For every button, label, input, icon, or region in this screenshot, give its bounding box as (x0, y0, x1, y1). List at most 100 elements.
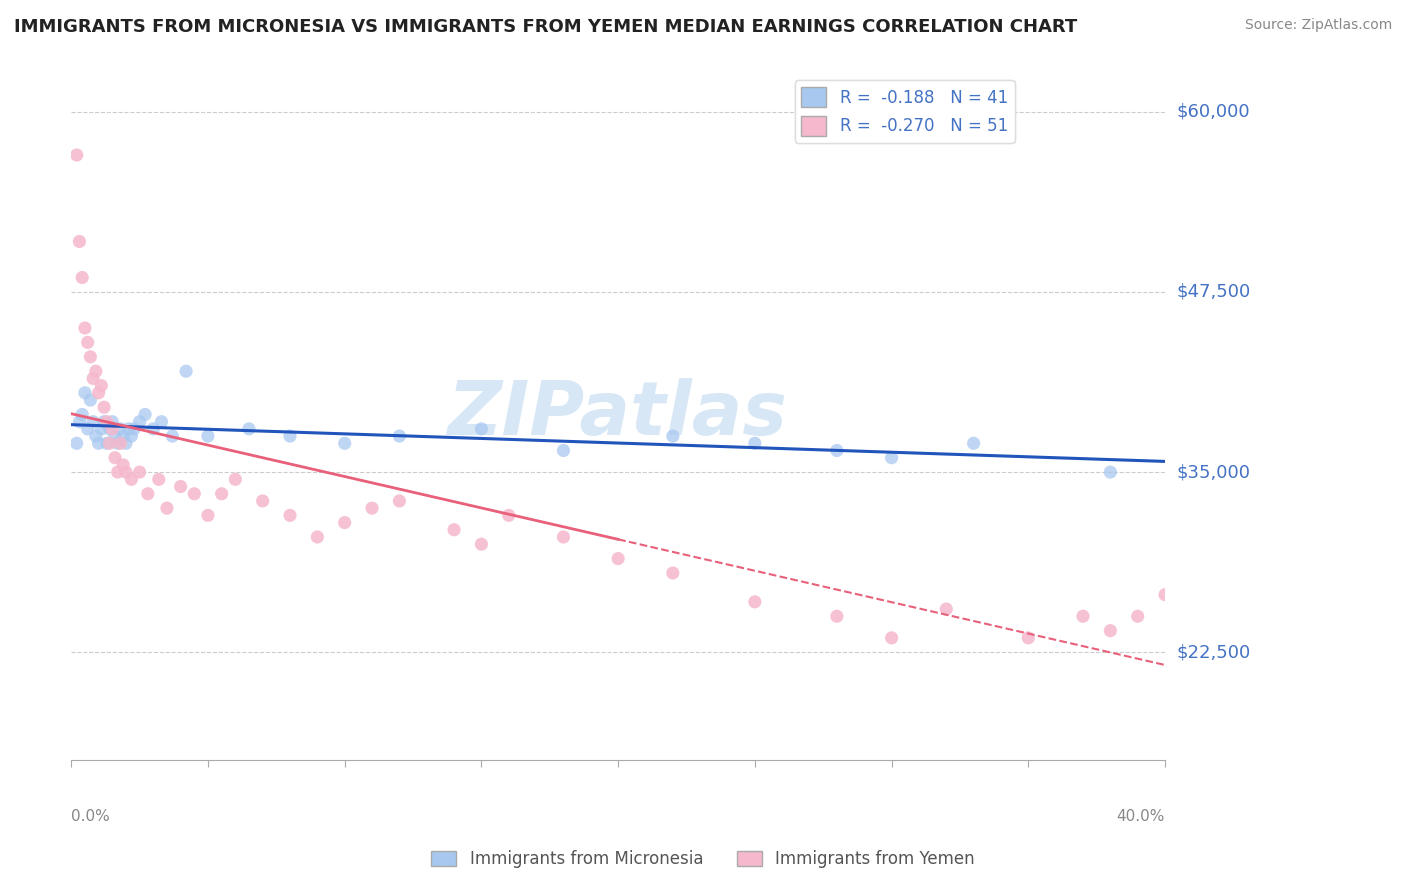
Point (388, 429, 411, 443)
Point (1071, 609, 1094, 624)
Point (662, 429, 685, 443)
Point (553, 443, 575, 458)
Point (136, 487, 159, 501)
Point (498, 508, 520, 523)
Point (84, 429, 107, 443)
Legend: Immigrants from Micronesia, Immigrants from Yemen: Immigrants from Micronesia, Immigrants f… (425, 844, 981, 875)
Point (66, 436, 89, 450)
Point (104, 429, 127, 443)
Text: ZIPatlas: ZIPatlas (449, 378, 789, 451)
Point (162, 429, 184, 443)
Point (104, 450, 127, 465)
Point (333, 516, 356, 530)
Point (101, 422, 124, 436)
Point (73, 385, 96, 400)
Point (70, 270, 93, 285)
Point (90, 422, 112, 436)
Point (79, 392, 101, 407)
Point (122, 422, 145, 436)
Text: Source: ZipAtlas.com: Source: ZipAtlas.com (1244, 18, 1392, 32)
Point (252, 494, 274, 508)
Point (307, 530, 329, 544)
Point (174, 364, 197, 378)
Point (82, 415, 104, 429)
Point (1099, 624, 1122, 638)
Point (880, 450, 903, 465)
Text: $47,500: $47,500 (1177, 283, 1250, 301)
Point (115, 436, 138, 450)
Point (107, 436, 129, 450)
Point (150, 415, 173, 429)
Point (169, 479, 191, 493)
Point (76, 335, 98, 350)
Point (333, 436, 356, 450)
Point (880, 631, 903, 645)
Point (120, 472, 142, 486)
Point (96, 436, 118, 450)
Point (470, 537, 492, 551)
Point (224, 472, 246, 486)
Point (76, 422, 98, 436)
Point (156, 501, 179, 516)
Text: $60,000: $60,000 (1177, 103, 1250, 120)
Point (90, 378, 112, 392)
Point (87, 385, 110, 400)
Point (443, 523, 465, 537)
Point (134, 408, 156, 422)
Point (79, 350, 101, 364)
Point (128, 465, 150, 479)
Point (1181, 609, 1204, 624)
Point (66, 148, 89, 162)
Point (197, 508, 219, 523)
Point (112, 458, 135, 472)
Point (107, 465, 129, 479)
Point (211, 487, 233, 501)
Point (115, 465, 138, 479)
Point (70, 408, 93, 422)
Point (744, 595, 766, 609)
Point (69, 415, 91, 429)
Point (470, 422, 492, 436)
Point (238, 422, 260, 436)
Point (935, 602, 957, 616)
Point (142, 422, 165, 436)
Point (101, 415, 124, 429)
Point (120, 429, 142, 443)
Point (825, 443, 848, 458)
Point (278, 429, 301, 443)
Point (278, 508, 301, 523)
Point (93, 401, 115, 415)
Point (69, 235, 91, 249)
Point (82, 371, 104, 385)
Point (388, 494, 411, 508)
Point (87, 436, 110, 450)
Text: $35,000: $35,000 (1177, 463, 1250, 481)
Point (1017, 631, 1039, 645)
Point (744, 436, 766, 450)
Point (84, 364, 107, 378)
Point (662, 566, 685, 580)
Legend: R =  -0.188   N = 41, R =  -0.270   N = 51: R = -0.188 N = 41, R = -0.270 N = 51 (794, 80, 1015, 143)
Point (93, 415, 115, 429)
Point (361, 501, 384, 516)
Point (1154, 588, 1177, 602)
Point (183, 487, 205, 501)
Text: IMMIGRANTS FROM MICRONESIA VS IMMIGRANTS FROM YEMEN MEDIAN EARNINGS CORRELATION : IMMIGRANTS FROM MICRONESIA VS IMMIGRANTS… (14, 18, 1077, 36)
Point (110, 436, 132, 450)
Point (553, 530, 575, 544)
Point (128, 415, 150, 429)
Text: $22,500: $22,500 (1177, 643, 1250, 661)
Point (118, 422, 141, 436)
Point (1099, 465, 1122, 479)
Point (98, 436, 121, 450)
Point (73, 321, 96, 335)
Point (98, 422, 121, 436)
Text: 0.0%: 0.0% (72, 809, 110, 824)
Point (110, 422, 132, 436)
Text: 40.0%: 40.0% (1116, 809, 1166, 824)
Point (607, 551, 630, 566)
Point (962, 436, 984, 450)
Point (96, 415, 118, 429)
Point (1126, 609, 1149, 624)
Point (197, 429, 219, 443)
